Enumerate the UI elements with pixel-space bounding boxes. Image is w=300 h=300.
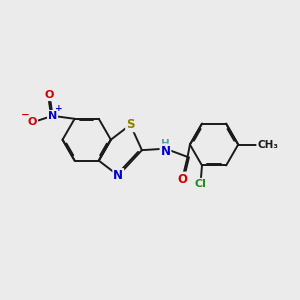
- Text: Cl: Cl: [195, 179, 206, 189]
- Text: N: N: [48, 111, 57, 121]
- Text: H: H: [161, 139, 170, 149]
- Text: CH₃: CH₃: [257, 140, 278, 150]
- Text: O: O: [177, 172, 187, 185]
- Text: N: N: [160, 145, 170, 158]
- Text: N: N: [113, 169, 123, 182]
- Text: −: −: [20, 110, 29, 120]
- Text: O: O: [45, 90, 54, 100]
- Text: S: S: [126, 118, 135, 131]
- Text: O: O: [28, 117, 37, 127]
- Text: +: +: [55, 104, 62, 113]
